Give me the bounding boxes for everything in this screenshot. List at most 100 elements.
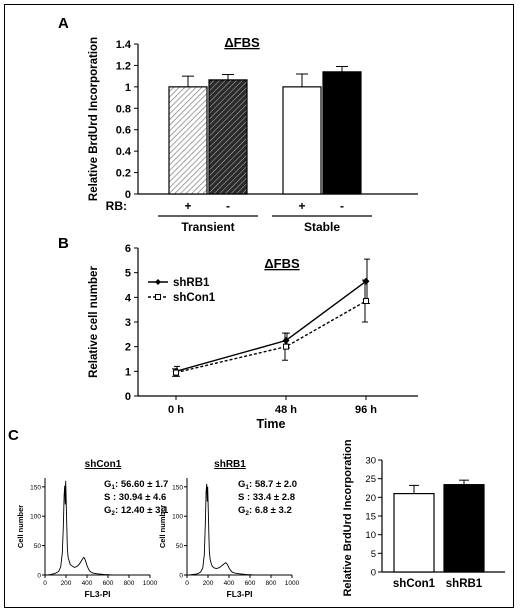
data-point [283, 343, 289, 350]
x-axis-label: Time [257, 417, 286, 431]
category-label: + [298, 199, 305, 213]
x-tick-label: 0 [43, 580, 47, 587]
y-tick-label: 50 [34, 543, 42, 550]
y-tick-label: 0.6 [116, 125, 131, 137]
group-label: Stable [304, 220, 340, 234]
histogram-trace [189, 483, 263, 576]
legend-marker [155, 294, 161, 300]
y-tick-label: 5 [371, 549, 376, 560]
x-tick-label: 400 [82, 580, 93, 587]
phase-value: : 12.40 ± 3.1 [115, 505, 169, 516]
phase-stat: S : 30.94 ± 4.6 [104, 492, 166, 503]
phase-value: : 56.60 ± 1.7 [115, 479, 168, 490]
y-tick-label: 2 [125, 342, 131, 354]
y-tick-label: 1 [125, 82, 131, 94]
y-tick-label: 1.4 [116, 39, 132, 51]
row-label: RB: [106, 199, 127, 213]
x-tick-label: 1000 [285, 580, 300, 587]
phase-stat: G1: 58.7 ± 2.0 [238, 479, 297, 491]
phase-label: G [104, 505, 111, 516]
x-tick-label: 0 h [168, 404, 184, 416]
y-tick-label: 0.8 [116, 103, 131, 115]
y-tick-label: 1.2 [116, 60, 131, 72]
x-tick-label: 800 [124, 580, 135, 587]
category-label: shRB1 [446, 578, 483, 590]
category-label: - [340, 199, 344, 213]
y-axis-label: Cell number [158, 505, 167, 548]
y-tick-label: 0.4 [116, 146, 132, 158]
histogram-title: shRB1 [214, 459, 246, 470]
chart-c-bar: 0 5 10 15 20 25 30 Relative BrdUrd Incorporatio… [342, 439, 505, 597]
phase-stat: G2: 12.40 ± 3.1 [104, 505, 169, 517]
y-tick-label: 5 [125, 268, 131, 280]
y-tick-label: 3 [125, 317, 131, 329]
y-tick-label: 20 [365, 493, 376, 504]
y-axis-label: Relative BrdUrd Incorporation [342, 439, 354, 596]
y-tick-label: 100 [30, 514, 41, 521]
bar [168, 86, 208, 195]
bar [208, 79, 248, 195]
chart-a: 0 0.2 0.4 0.6 0.8 1 1.2 1.4 Relative BrdUrd Inco… [88, 35, 418, 234]
panel-letter-b: B [58, 235, 69, 252]
chart-b: 0 1 2 3 4 5 6 0 h 48 h 96 h Time Relative cell numb… [88, 243, 418, 431]
data-point [173, 369, 179, 376]
y-axis-label: Relative BrdUrd Incorporation [88, 37, 100, 201]
y-tick-label: 150 [30, 484, 41, 491]
legend-marker [155, 279, 161, 285]
data-point [282, 337, 290, 344]
data-point [363, 298, 369, 305]
phase-stat: G2: 6.8 ± 3.2 [238, 505, 292, 517]
y-tick-label: 4 [125, 292, 132, 304]
legend-label: shRB1 [173, 277, 210, 289]
y-tick-label: 30 [365, 456, 376, 467]
phase-label: S [238, 492, 244, 503]
panel-letter-c: C [8, 427, 19, 444]
panel-letter-a: A [58, 15, 69, 32]
bar [443, 484, 485, 573]
phase-stat: G1: 56.60 ± 1.7 [104, 479, 168, 491]
chart-title: ΔFBS [224, 35, 260, 50]
y-axis-label: Relative cell number [88, 266, 100, 378]
phase-label: S [104, 492, 110, 503]
x-tick-label: 800 [266, 580, 277, 587]
x-tick-label: 200 [61, 580, 72, 587]
y-tick-label: 0 [37, 573, 41, 580]
category-label: + [184, 199, 191, 213]
legend-label: shCon1 [173, 292, 216, 304]
y-axis-label: Cell number [16, 505, 25, 548]
x-tick-label: 200 [203, 580, 214, 587]
data-point [362, 277, 370, 285]
x-tick-label: 400 [224, 580, 235, 587]
x-tick-label: 1000 [143, 580, 158, 587]
y-tick-label: 6 [125, 243, 131, 255]
bar [282, 86, 322, 195]
x-tick-label: 600 [245, 580, 256, 587]
x-tick-label: 0 [185, 580, 189, 587]
phase-value: : 30.94 ± 4.6 [110, 492, 166, 503]
bar [393, 493, 435, 573]
y-tick-label: 150 [172, 484, 183, 491]
phase-value: : 6.8 ± 3.2 [249, 505, 292, 516]
x-axis-label: FL3-PI [85, 589, 111, 599]
phase-label: G [238, 505, 245, 516]
y-tick-label: 25 [365, 474, 376, 485]
y-tick-label: 0 [125, 391, 131, 403]
y-tick-label: 0.2 [116, 168, 131, 180]
x-axis-label: FL3-PI [227, 589, 253, 599]
x-tick-label: 48 h [275, 404, 297, 416]
phase-subscript: 1 [245, 484, 249, 491]
phase-value: : 58.7 ± 2.0 [249, 479, 297, 490]
group-label: Transient [181, 220, 234, 234]
phase-subscript: 2 [245, 510, 249, 517]
phase-subscript: 2 [111, 510, 115, 517]
chart-title: ΔFBS [264, 256, 300, 271]
chart-c-shrb1: 0 50 100 150 0 200 400 600 800 1000 FL3-PI Cell num… [158, 459, 300, 599]
bar [322, 71, 362, 195]
y-tick-label: 0 [179, 573, 183, 580]
phase-stat: S : 33.4 ± 2.8 [238, 492, 295, 503]
phase-label: G [104, 479, 111, 490]
y-tick-label: 15 [365, 512, 376, 523]
y-tick-label: 0 [125, 189, 131, 201]
histogram-title: shCon1 [85, 459, 122, 470]
